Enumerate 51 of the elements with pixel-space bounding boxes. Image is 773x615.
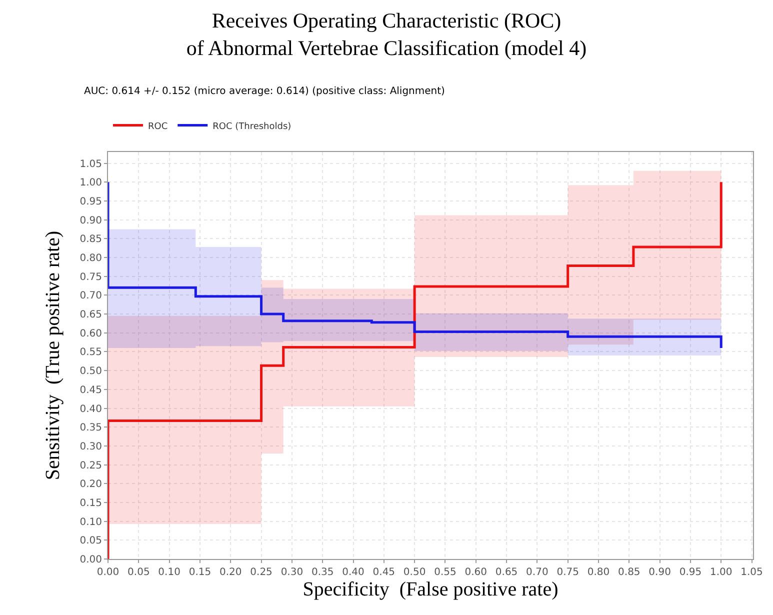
y-tick-label: 0.55 [80,347,102,358]
x-tick-label: 0.50 [403,567,426,578]
x-tick-label: 0.45 [372,567,396,578]
y-tick-label: 0.80 [80,253,102,264]
y-tick-label: 0.65 [80,310,102,321]
y-tick-label: 0.20 [80,479,102,490]
chart-subtitle: AUC: 0.614 +/- 0.152 (micro average: 0.614) (positive class: Alignment) [84,86,446,97]
x-tick-label: 0.10 [158,567,180,578]
y-tick-label: 1.00 [80,178,102,189]
y-tick-label: 0.05 [80,536,102,547]
x-tick-label: 1.05 [740,567,763,578]
y-axis-title: Sensitivity (True positive rate) [42,230,64,480]
x-tick-label: 0.60 [464,567,488,578]
legend-label: ROC (Thresholds) [212,122,292,132]
y-tick-label: 0.60 [80,328,102,340]
x-tick-label: 0.40 [342,567,364,578]
x-tick-label: 0.90 [648,567,671,578]
x-tick-label: 0.65 [495,567,518,578]
x-tick-label: 0.75 [556,567,579,578]
x-tick-label: 0.05 [128,567,150,578]
x-tick-label: 1.00 [710,567,732,578]
x-tick-label: 0.25 [250,567,272,578]
chart-title: Receives Operating Characteristic (ROC) of Abnormal Vertebrae Classification (model 4) [186,8,587,60]
x-tick-label: 0.20 [219,567,242,578]
legend-label: ROC [148,122,168,132]
y-tick-label: 0.10 [80,516,102,528]
y-tick-label: 0.30 [80,441,102,452]
y-tick-label: 0.15 [80,498,102,509]
y-tick-label: 0.25 [80,460,102,472]
y-tick-label: 0.85 [80,234,102,246]
y-tick-label: 0.50 [80,366,102,378]
y-tick-label: 0.35 [80,422,102,434]
y-tick-label: 0.75 [80,272,102,283]
x-tick-label: 0.80 [587,567,610,578]
y-tick-label: 0.95 [80,196,102,208]
x-tick-label: 0.15 [188,567,212,578]
x-tick-label: 0.30 [280,567,304,578]
x-tick-label: 0.95 [679,567,702,578]
y-tick-label: 0.45 [80,384,102,396]
x-tick-label: 0.70 [526,567,548,578]
x-tick-label: 0.55 [434,567,456,578]
y-tick-label: 0.00 [80,554,102,566]
y-tick-label: 1.05 [80,158,102,170]
x-tick-label: 0.85 [618,567,640,578]
y-tick-label: 0.90 [80,215,102,226]
y-tick-label: 0.70 [80,290,102,302]
x-tick-label: 0.00 [96,567,120,578]
line-series [108,180,722,350]
y-tick-label: 0.40 [80,404,102,415]
x-tick-label: 0.35 [311,567,334,578]
x-axis-title: Specificity (False positive rate) [302,578,558,600]
